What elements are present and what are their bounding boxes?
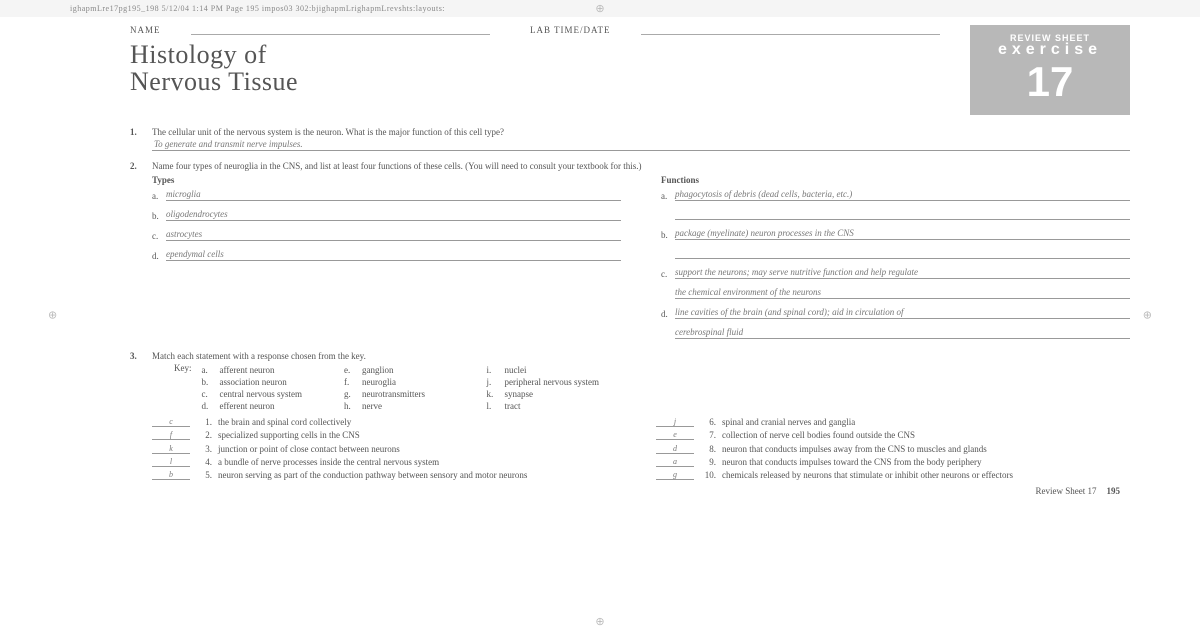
type-row: c.astrocytes	[152, 229, 621, 241]
key-grid: a.afferent neuron e.ganglion i.nuclei b.ass…	[202, 365, 599, 411]
q3-text: Match each statement with a response cho…	[152, 351, 366, 361]
match-row: a9.neuron that conducts impulses toward …	[656, 457, 1130, 467]
function-row-cont: xcerebrospinal fluid	[661, 327, 1130, 339]
labtime-line	[641, 25, 940, 35]
key-item: d.efferent neuron	[202, 401, 314, 411]
match-row: k3.junction or point of close contact be…	[152, 444, 626, 454]
worksheet-page: NAME LAB TIME/DATE Histology of Nervous …	[0, 17, 1200, 498]
function-row: d.line cavities of the brain (and spinal…	[661, 307, 1130, 319]
crop-mark-bottom: ⊕	[595, 615, 604, 628]
function-row-cont: x	[661, 209, 1130, 220]
function-row: b.package (myelinate) neuron processes i…	[661, 228, 1130, 240]
type-row: b.oligodendrocytes	[152, 209, 621, 221]
page-footer: Review Sheet 17195	[1036, 486, 1121, 496]
match-row: l4.a bundle of nerve processes inside th…	[152, 457, 626, 467]
key-item: h.nerve	[344, 401, 456, 411]
exercise-number: 17	[976, 61, 1124, 103]
key-item: i.nuclei	[486, 365, 598, 375]
match-right-col: j6.spinal and cranial nerves and ganglia…	[656, 417, 1130, 484]
match-row: b5.neuron serving as part of the conduct…	[152, 470, 626, 480]
types-column: Types a.microglia b.oligodendrocytes c.ast…	[152, 175, 621, 347]
match-row: d8.neuron that conducts impulses away fr…	[656, 444, 1130, 454]
functions-header: Functions	[661, 175, 1130, 185]
match-left-col: c1.the brain and spinal cord collectivel…	[152, 417, 626, 484]
key-item: j.peripheral nervous system	[486, 377, 598, 387]
match-row: c1.the brain and spinal cord collectivel…	[152, 417, 626, 427]
types-header: Types	[152, 175, 621, 185]
q1-text: The cellular unit of the nervous system …	[152, 127, 504, 137]
type-row: d.ependymal cells	[152, 249, 621, 261]
q1-answer: To generate and transmit nerve impulses.	[152, 139, 1130, 151]
exercise-label: exercise	[976, 41, 1124, 59]
question-1: 1. The cellular unit of the nervous syst…	[130, 127, 1130, 157]
function-row-cont: xthe chemical environment of the neurons	[661, 287, 1130, 299]
key-label: Key:	[174, 363, 192, 417]
q1-number: 1.	[130, 127, 144, 157]
key-item: e.ganglion	[344, 365, 456, 375]
key-item: g.neurotransmitters	[344, 389, 456, 399]
match-row: f2.specialized supporting cells in the C…	[152, 430, 626, 440]
key-item: a.afferent neuron	[202, 365, 314, 375]
key-item: f.neuroglia	[344, 377, 456, 387]
q3-number: 3.	[130, 351, 144, 484]
q2-text: Name four types of neuroglia in the CNS,…	[152, 161, 642, 171]
question-3: 3. Match each statement with a response …	[130, 351, 1130, 484]
key-item: k.synapse	[486, 389, 598, 399]
functions-column: Functions a.phagocytosis of debris (dead…	[661, 175, 1130, 347]
page-title: Histology of Nervous Tissue	[130, 41, 950, 96]
q2-number: 2.	[130, 161, 144, 347]
match-row: e7.collection of nerve cell bodies found…	[656, 430, 1130, 440]
type-row: a.microglia	[152, 189, 621, 201]
crop-mark-top: ⊕	[595, 2, 604, 15]
function-row: c.support the neurons; may serve nutriti…	[661, 267, 1130, 279]
function-row-cont: x	[661, 248, 1130, 259]
key-item: b.association neuron	[202, 377, 314, 387]
key-item: l.tract	[486, 401, 598, 411]
function-row: a.phagocytosis of debris (dead cells, ba…	[661, 189, 1130, 201]
review-box: REVIEW SHEET exercise 17	[970, 25, 1130, 115]
name-line	[191, 25, 490, 35]
labtime-label: LAB TIME/DATE	[530, 25, 611, 35]
question-2: 2. Name four types of neuroglia in the C…	[130, 161, 1130, 347]
key-item: c.central nervous system	[202, 389, 314, 399]
match-row: g10.chemicals released by neurons that s…	[656, 470, 1130, 480]
match-row: j6.spinal and cranial nerves and ganglia	[656, 417, 1130, 427]
name-label: NAME	[130, 25, 161, 35]
